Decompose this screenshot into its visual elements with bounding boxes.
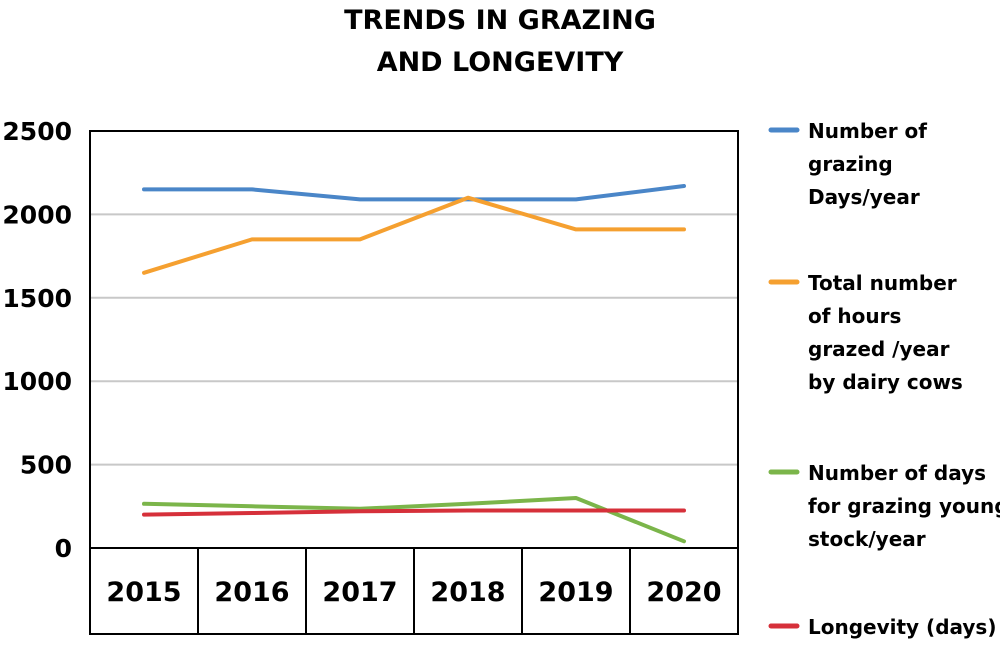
y-tick-label: 2000	[2, 200, 72, 229]
legend-label-2: Total number	[808, 271, 957, 295]
y-axis: 0 500 1000 1500 2000 2500	[2, 117, 72, 563]
x-category-label: 2020	[646, 577, 721, 608]
legend-label-1: grazing	[808, 152, 893, 176]
gridlines	[90, 130, 738, 466]
series-line-2	[142, 195, 686, 275]
legend-label-2: by dairy cows	[808, 370, 963, 394]
y-tick-label: 2500	[2, 117, 72, 146]
x-category-label: 2015	[106, 577, 181, 608]
y-tick-label: 0	[55, 534, 72, 563]
legend: Number of grazing Days/year Total number of …	[768, 119, 1000, 639]
legend-label-3: stock/year	[808, 527, 926, 551]
legend-label-3: for grazing young	[808, 494, 1000, 518]
legend-label-3: Number of days	[808, 461, 986, 485]
series-lines	[142, 184, 686, 544]
legend-label-2: grazed /year	[808, 337, 950, 361]
legend-label-4: Longevity (days)	[808, 615, 996, 639]
legend-label-2: of hours	[808, 304, 901, 328]
legend-label-1: Days/year	[808, 185, 920, 209]
y-tick-label: 1500	[2, 284, 72, 313]
x-category-label: 2019	[538, 577, 613, 608]
x-category-label: 2018	[430, 577, 505, 608]
series-line-1	[142, 184, 686, 202]
series-line-3	[142, 496, 686, 544]
chart-title-line-2: AND LONGEVITY	[377, 47, 624, 78]
series-line-4	[142, 508, 686, 517]
y-tick-label: 1000	[2, 367, 72, 396]
legend-label-1: Number of	[808, 119, 927, 143]
x-category-label: 2017	[322, 577, 397, 608]
y-tick-label: 500	[20, 451, 72, 480]
chart-title-line-1: TRENDS IN GRAZING	[344, 5, 656, 36]
category-table: 2015 2016 2017 2018 2019 2020	[89, 130, 739, 635]
x-category-label: 2016	[214, 577, 289, 608]
